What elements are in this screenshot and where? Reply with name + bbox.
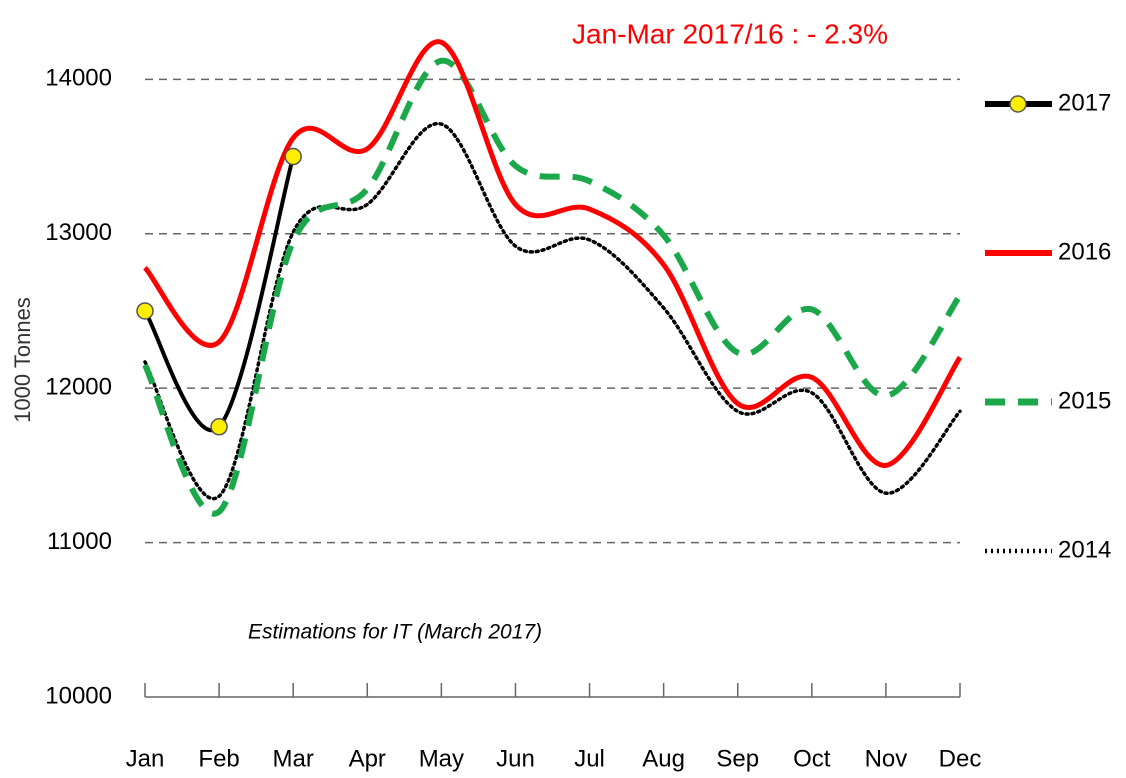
x-tick-label: Aug xyxy=(642,745,685,772)
x-tick-label: Sep xyxy=(716,745,759,772)
x-tick-label: Nov xyxy=(865,745,908,772)
y-tick-label: 11000 xyxy=(47,528,112,555)
x-tick-label: Jan xyxy=(126,745,165,772)
legend-marker xyxy=(1009,95,1027,113)
series-line xyxy=(142,57,963,517)
marker xyxy=(210,418,228,436)
annotation: Estimations for IT (March 2017) xyxy=(248,621,542,644)
y-axis-label: 1000 Tonnes xyxy=(10,297,35,423)
legend-label: 2016 xyxy=(1058,238,1111,265)
y-tick-label: 14000 xyxy=(45,65,112,92)
series-line xyxy=(143,122,962,501)
y-tick-label: 12000 xyxy=(45,374,112,401)
annotation: Jan-Mar 2017/16 : - 2.3% xyxy=(572,18,888,49)
x-tick-label: Apr xyxy=(349,745,386,772)
x-tick-label: May xyxy=(419,745,464,772)
series-line xyxy=(143,39,963,468)
marker xyxy=(136,302,154,320)
x-tick-label: Jun xyxy=(496,745,535,772)
y-tick-label: 10000 xyxy=(45,682,112,709)
marker xyxy=(284,147,302,166)
legend-label: 2014 xyxy=(1058,536,1111,563)
x-tick-label: Dec xyxy=(939,745,982,772)
legend-label: 2015 xyxy=(1058,387,1111,414)
legend-label: 2017 xyxy=(1058,89,1111,116)
x-tick-label: Mar xyxy=(273,745,314,772)
y-tick-label: 13000 xyxy=(45,219,112,246)
x-tick-label: Feb xyxy=(198,745,239,772)
x-tick-label: Oct xyxy=(793,745,831,772)
x-tick-label: Jul xyxy=(574,745,605,772)
